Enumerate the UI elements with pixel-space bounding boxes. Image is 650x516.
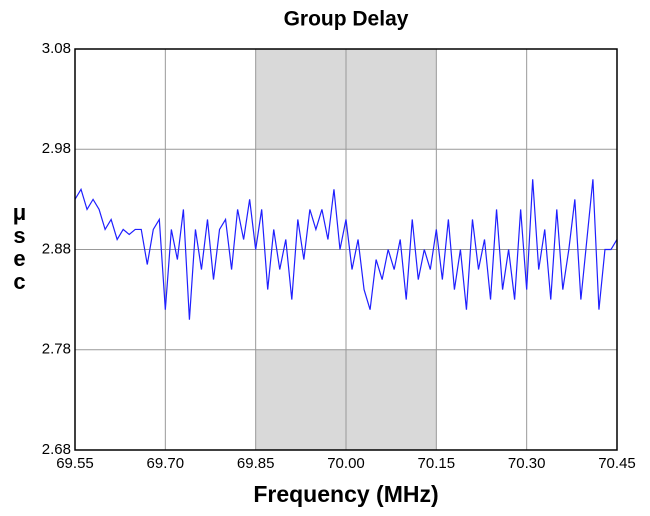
x-tick-label: 70.15 bbox=[418, 455, 456, 472]
x-tick-label: 69.55 bbox=[56, 455, 94, 472]
chart-title: Group Delay bbox=[284, 8, 409, 31]
plot-border bbox=[74, 48, 618, 451]
x-tick-label: 69.85 bbox=[237, 455, 275, 472]
x-tick-label: 70.30 bbox=[508, 455, 546, 472]
x-tick-label: 70.45 bbox=[598, 455, 636, 472]
data-line bbox=[74, 179, 618, 320]
y-tick-label: 2.98 bbox=[42, 140, 71, 157]
y-tick-label: 2.68 bbox=[42, 441, 71, 458]
x-tick-label: 70.00 bbox=[327, 455, 365, 472]
y-tick-label: 2.88 bbox=[42, 240, 71, 257]
y-tick-label: 2.78 bbox=[42, 341, 71, 358]
x-axis-label: Frequency (MHz) bbox=[253, 481, 438, 507]
y-tick-label: 3.08 bbox=[42, 40, 71, 57]
x-tick-label: 69.70 bbox=[147, 455, 185, 472]
y-axis-label: μsec bbox=[7, 200, 32, 292]
